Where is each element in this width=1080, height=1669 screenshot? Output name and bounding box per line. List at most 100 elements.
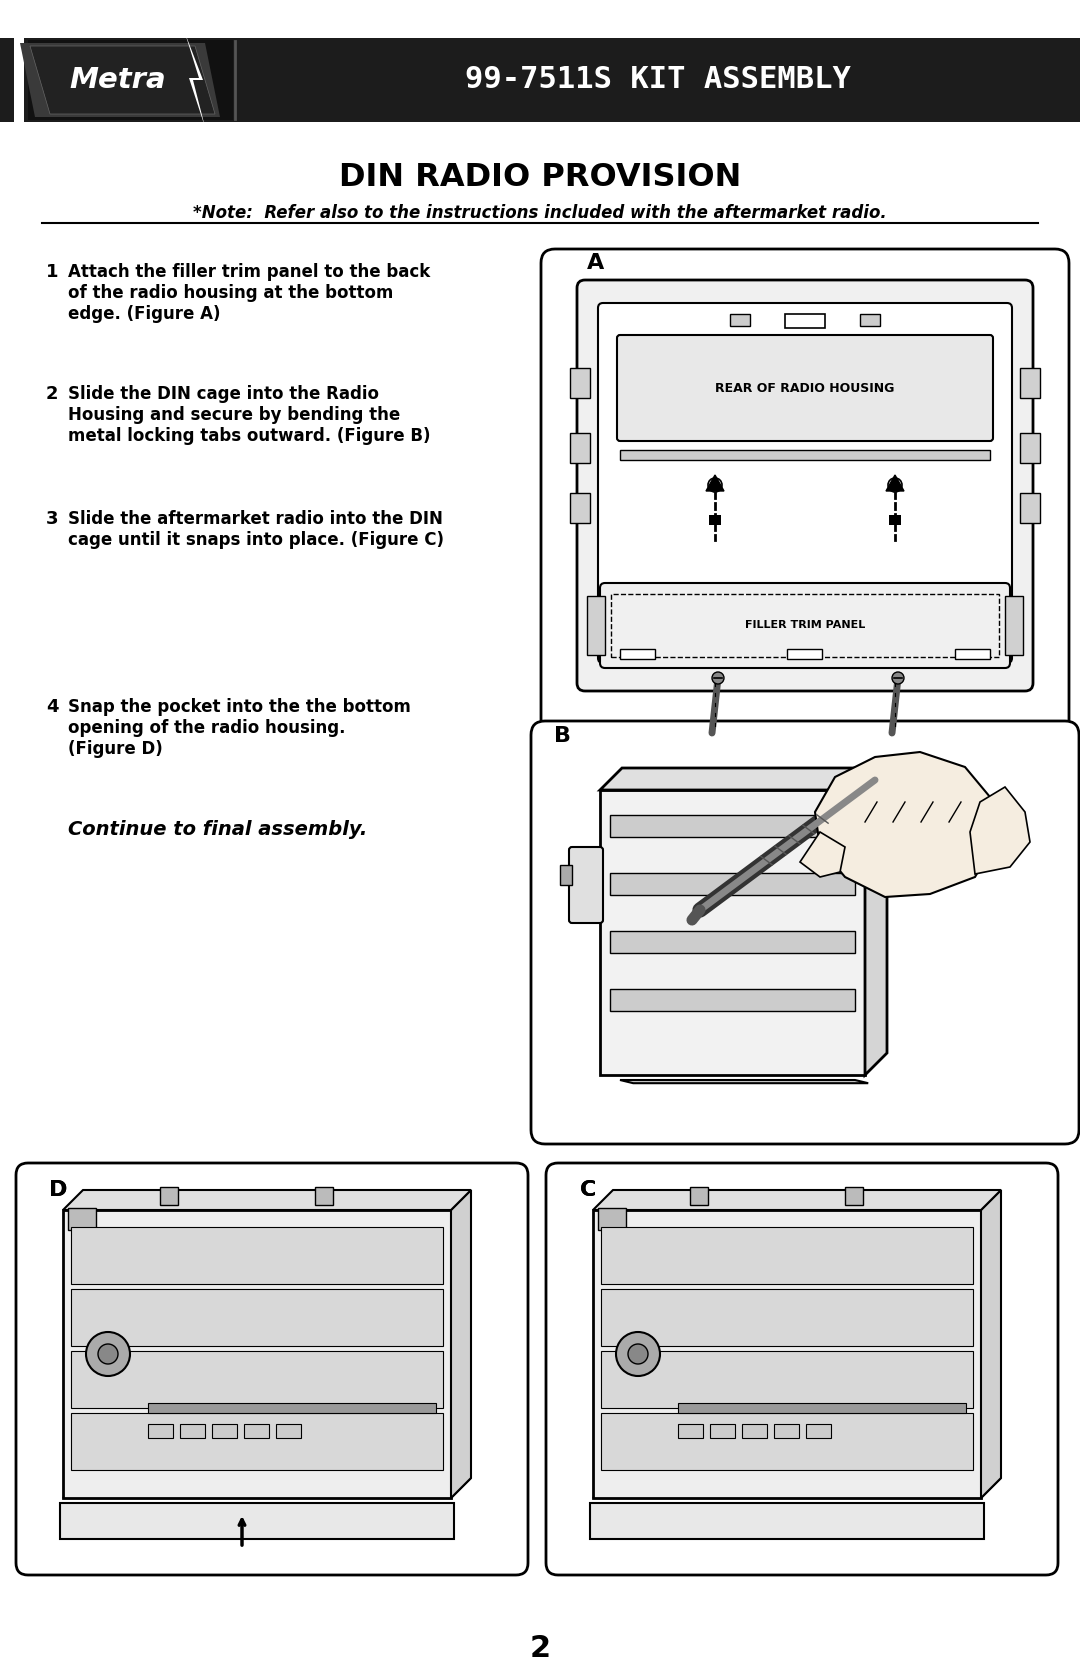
Text: opening of the radio housing.: opening of the radio housing.	[68, 719, 346, 738]
Bar	[620, 649, 654, 659]
Polygon shape	[886, 476, 904, 491]
Text: 99-7511S KIT ASSEMBLY: 99-7511S KIT ASSEMBLY	[465, 65, 851, 95]
Text: Slide the aftermarket radio into the DIN: Slide the aftermarket radio into the DIN	[68, 511, 443, 527]
FancyBboxPatch shape	[590, 1504, 984, 1539]
Circle shape	[708, 477, 723, 492]
Circle shape	[616, 1332, 660, 1375]
Bar	[710, 1424, 735, 1439]
Polygon shape	[620, 1080, 868, 1083]
Bar	[889, 516, 901, 526]
Text: (Figure D): (Figure D)	[68, 739, 163, 758]
Text: FILLER TRIM PANEL: FILLER TRIM PANEL	[745, 621, 865, 631]
Bar	[678, 1404, 966, 1414]
Polygon shape	[570, 492, 590, 522]
Bar	[588, 596, 605, 654]
Bar	[610, 814, 855, 836]
FancyBboxPatch shape	[541, 249, 1069, 738]
Text: 1: 1	[46, 264, 58, 280]
Bar	[71, 1414, 443, 1470]
Bar	[860, 314, 880, 325]
Polygon shape	[1020, 367, 1040, 397]
Bar	[785, 314, 825, 329]
Circle shape	[86, 1332, 130, 1375]
Polygon shape	[1020, 492, 1040, 522]
Text: 2: 2	[46, 386, 58, 402]
Bar	[180, 1424, 205, 1439]
Bar	[678, 1424, 703, 1439]
Text: Attach the filler trim panel to the back: Attach the filler trim panel to the back	[68, 264, 430, 280]
Bar	[600, 789, 865, 1075]
Text: B: B	[554, 726, 570, 746]
Text: D: D	[49, 1180, 67, 1200]
Polygon shape	[451, 1190, 471, 1499]
Circle shape	[892, 673, 904, 684]
Bar	[610, 990, 855, 1011]
Bar	[955, 649, 990, 659]
Text: Slide the DIN cage into the Radio: Slide the DIN cage into the Radio	[68, 386, 379, 402]
Circle shape	[892, 482, 897, 487]
FancyBboxPatch shape	[577, 280, 1032, 691]
Text: Snap the pocket into the the bottom: Snap the pocket into the the bottom	[68, 698, 410, 716]
Polygon shape	[706, 476, 724, 491]
Text: C: C	[580, 1180, 596, 1200]
Polygon shape	[865, 768, 887, 1075]
Polygon shape	[570, 367, 590, 397]
Polygon shape	[970, 788, 1030, 875]
FancyBboxPatch shape	[617, 335, 993, 441]
Text: REAR OF RADIO HOUSING: REAR OF RADIO HOUSING	[715, 382, 894, 394]
FancyBboxPatch shape	[600, 582, 1010, 668]
Circle shape	[98, 1344, 118, 1364]
Text: 4: 4	[46, 698, 58, 716]
Polygon shape	[815, 753, 995, 896]
Bar	[600, 1414, 973, 1470]
Bar	[774, 1424, 799, 1439]
Bar	[71, 1227, 443, 1283]
Polygon shape	[30, 47, 215, 113]
Bar	[708, 516, 721, 526]
Circle shape	[888, 477, 902, 492]
Bar	[846, 1187, 863, 1205]
Polygon shape	[1020, 432, 1040, 462]
Polygon shape	[570, 432, 590, 462]
Bar	[148, 1404, 436, 1414]
FancyBboxPatch shape	[60, 1504, 454, 1539]
FancyBboxPatch shape	[16, 1163, 528, 1576]
Bar	[610, 931, 855, 953]
Bar	[71, 1350, 443, 1409]
Bar	[28, 40, 233, 120]
Bar	[598, 1208, 626, 1230]
Bar	[212, 1424, 237, 1439]
Text: cage until it snaps into place. (Figure C): cage until it snaps into place. (Figure …	[68, 531, 444, 549]
Text: DIN RADIO PROVISION: DIN RADIO PROVISION	[339, 162, 741, 192]
Polygon shape	[600, 768, 887, 789]
Text: A: A	[588, 254, 605, 274]
Bar	[0, 38, 1080, 122]
Bar	[610, 873, 855, 895]
FancyBboxPatch shape	[546, 1163, 1058, 1576]
Text: Housing and secure by bending the: Housing and secure by bending the	[68, 406, 401, 424]
Text: *Note:  Refer also to the instructions included with the aftermarket radio.: *Note: Refer also to the instructions in…	[193, 204, 887, 222]
Bar	[690, 1187, 708, 1205]
Bar	[600, 1288, 973, 1345]
Bar	[315, 1187, 334, 1205]
Circle shape	[712, 482, 718, 487]
Bar	[276, 1424, 301, 1439]
Polygon shape	[981, 1190, 1001, 1499]
Bar	[148, 1424, 173, 1439]
Bar	[561, 865, 572, 885]
Text: Continue to final assembly.: Continue to final assembly.	[68, 819, 367, 840]
Bar	[68, 1208, 96, 1230]
Bar	[1005, 596, 1023, 654]
Polygon shape	[63, 1190, 471, 1210]
Text: 3: 3	[46, 511, 58, 527]
Bar	[593, 1210, 981, 1499]
Text: edge. (Figure A): edge. (Figure A)	[68, 305, 220, 324]
Bar	[600, 1350, 973, 1409]
Polygon shape	[63, 1479, 471, 1499]
Bar	[806, 1424, 831, 1439]
Circle shape	[627, 1344, 648, 1364]
Polygon shape	[593, 1190, 1001, 1210]
Polygon shape	[185, 33, 205, 127]
Polygon shape	[593, 1479, 1001, 1499]
Text: of the radio housing at the bottom: of the radio housing at the bottom	[68, 284, 393, 302]
